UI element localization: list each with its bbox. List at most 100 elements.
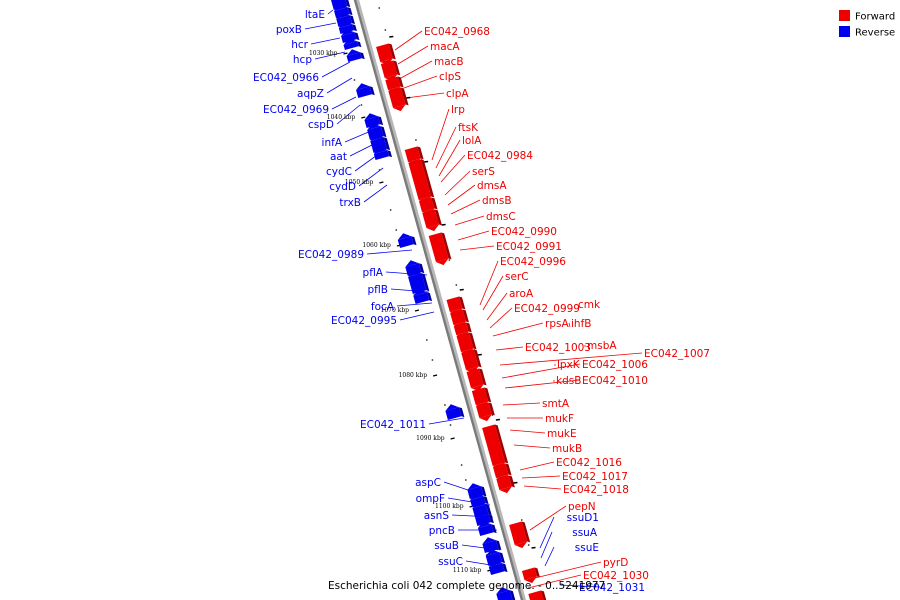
gene-label-forward[interactable]: EC042_0996	[500, 256, 566, 268]
gene-feature-reverse[interactable]	[445, 407, 462, 420]
gene-feature-forward[interactable]	[450, 309, 466, 325]
gene-label-forward[interactable]: EC042_0990	[491, 226, 557, 238]
gene-feature-forward[interactable]	[418, 197, 435, 212]
gene-feature-reverse[interactable]	[373, 150, 390, 160]
gene-label-forward[interactable]: EC042_0991	[496, 241, 562, 253]
gene-feature-forward[interactable]	[388, 87, 406, 108]
gene-label-reverse[interactable]: EC042_0966	[253, 72, 319, 84]
gene-label-forward[interactable]: mukE	[547, 428, 577, 440]
gene-feature-forward[interactable]	[482, 424, 506, 466]
gene-feature-forward[interactable]	[428, 232, 449, 262]
gene-label-forward[interactable]: dmsC	[486, 211, 516, 223]
gene-feature-forward[interactable]	[404, 146, 421, 162]
gene-label-reverse[interactable]: cspD	[308, 119, 334, 131]
gene-label-forward[interactable]: ftsK	[458, 122, 479, 134]
gene-label-forward[interactable]: EC042_0984	[467, 150, 533, 162]
gene-label-reverse[interactable]: poxB	[276, 24, 302, 36]
gene-feature-reverse[interactable]	[338, 24, 354, 34]
gene-feature-forward[interactable]	[453, 322, 469, 335]
gene-feature-forward[interactable]	[476, 402, 492, 418]
gene-feature-reverse[interactable]	[496, 590, 513, 600]
gene-label-reverse[interactable]: ssuC	[438, 556, 463, 568]
gene-feature-reverse[interactable]	[477, 524, 494, 536]
gene-feature-forward[interactable]	[422, 209, 439, 228]
gene-label-reverse[interactable]: ssuA	[572, 527, 598, 539]
gene-label-forward[interactable]: lpxK	[557, 359, 581, 371]
gene-label-reverse[interactable]: ssuD1	[567, 512, 599, 524]
gene-label-forward[interactable]: EC042_1007	[644, 348, 710, 360]
gene-label-reverse[interactable]: hcr	[291, 39, 308, 51]
gene-label-reverse[interactable]: EC042_0995	[331, 315, 397, 327]
gene-feature-reverse[interactable]	[343, 41, 359, 50]
gene-label-reverse[interactable]: focA	[371, 301, 395, 313]
gene-feature-reverse[interactable]	[397, 236, 414, 248]
gene-label-forward[interactable]: dmsA	[477, 180, 507, 192]
gene-label-forward[interactable]: EC042_1018	[563, 484, 629, 496]
gene-feature-forward[interactable]	[492, 463, 509, 478]
gene-label-reverse[interactable]: trxB	[339, 197, 361, 209]
gene-feature-forward[interactable]	[466, 368, 484, 388]
gene-label-reverse[interactable]: aat	[330, 151, 347, 163]
gene-label-forward[interactable]: aroA	[509, 288, 534, 300]
gene-feature-forward[interactable]	[521, 567, 537, 580]
gene-label-reverse[interactable]: EC042_1011	[360, 419, 426, 431]
gene-feature-reverse[interactable]	[346, 52, 362, 62]
gene-label-forward[interactable]: EC042_1006	[582, 359, 648, 371]
gene-label-forward[interactable]: serC	[505, 271, 529, 283]
gene-feature-forward[interactable]	[461, 349, 479, 370]
gene-label-reverse[interactable]: infA	[322, 137, 343, 149]
gene-label-forward[interactable]: pepN	[568, 501, 596, 513]
gene-label-forward[interactable]: EC042_0999	[514, 303, 580, 315]
gene-label-forward[interactable]: EC042_1017	[562, 471, 628, 483]
gene-feature-reverse[interactable]	[482, 540, 499, 553]
gene-label-forward[interactable]: smtA	[542, 398, 570, 410]
gene-feature-forward[interactable]	[528, 590, 544, 600]
gene-label-reverse[interactable]: EC042_0989	[298, 249, 364, 261]
gene-feature-forward[interactable]	[380, 60, 398, 78]
gene-label-reverse[interactable]: asnS	[424, 510, 450, 522]
gene-label-forward[interactable]: lolA	[462, 135, 482, 147]
gene-label-forward[interactable]: macA	[430, 41, 460, 53]
gene-feature-forward[interactable]	[509, 521, 528, 545]
gene-label-reverse[interactable]: EC042_0969	[263, 104, 329, 116]
gene-feature-forward[interactable]	[471, 387, 489, 405]
gene-label-reverse[interactable]: ssuB	[434, 540, 459, 552]
gene-label-forward[interactable]: ihfB	[571, 318, 591, 330]
gene-feature-reverse[interactable]	[413, 292, 430, 304]
gene-label-forward[interactable]: EC042_0968	[424, 26, 490, 38]
gene-label-forward[interactable]: EC042_1003	[525, 342, 591, 354]
gene-feature-reverse[interactable]	[488, 563, 505, 575]
gene-label-reverse[interactable]: aqpZ	[297, 88, 324, 100]
gene-label-reverse[interactable]: pncB	[429, 525, 455, 537]
gene-feature-forward[interactable]	[408, 159, 432, 200]
gene-label-forward[interactable]: EC042_1016	[556, 457, 622, 469]
gene-label-reverse[interactable]: ltaE	[305, 9, 325, 21]
gene-label-reverse[interactable]: pflB	[368, 284, 388, 296]
gene-label-reverse[interactable]: ssuE	[575, 542, 599, 554]
gene-label-forward[interactable]: rpsA	[545, 318, 569, 330]
gene-label-forward[interactable]: mukF	[545, 413, 574, 425]
gene-label-forward[interactable]: mukB	[552, 443, 582, 455]
gene-label-forward[interactable]: EC042_1030	[583, 570, 649, 582]
gene-label-reverse[interactable]: hcp	[293, 54, 312, 66]
gene-label-forward[interactable]: kdsB	[556, 375, 581, 387]
gene-feature-forward[interactable]	[496, 475, 512, 490]
gene-label-reverse[interactable]: cydD	[329, 181, 356, 193]
gene-feature-reverse[interactable]	[408, 273, 427, 294]
gene-label-forward[interactable]: serS	[472, 166, 495, 178]
gene-label-forward[interactable]: clpS	[439, 71, 461, 83]
gene-label-reverse[interactable]: EC042_1031	[579, 582, 645, 594]
gene-label-forward[interactable]: lrp	[451, 104, 465, 116]
gene-label-forward[interactable]: msbA	[587, 340, 617, 352]
gene-feature-forward[interactable]	[456, 332, 474, 352]
gene-feature-reverse[interactable]	[356, 86, 372, 98]
gene-label-reverse[interactable]: cydC	[326, 166, 352, 178]
gene-feature-forward[interactable]	[376, 43, 393, 62]
gene-label-forward[interactable]: clpA	[446, 88, 469, 100]
gene-label-forward[interactable]: macB	[434, 56, 464, 68]
gene-label-reverse[interactable]: ompF	[416, 493, 445, 505]
gene-feature-forward[interactable]	[385, 76, 401, 90]
gene-label-forward[interactable]: cmk	[578, 299, 601, 311]
gene-label-reverse[interactable]: aspC	[415, 477, 441, 489]
gene-label-reverse[interactable]: pflA	[363, 267, 384, 279]
